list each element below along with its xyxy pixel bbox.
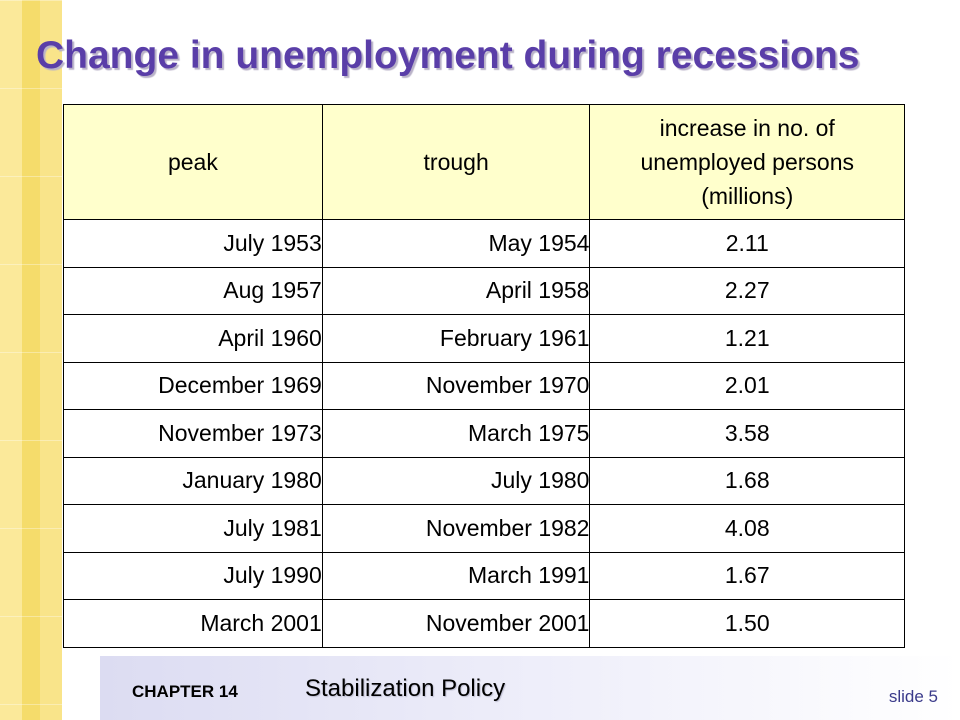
table-header-row: peak trough increase in no. of unemploye… — [63, 104, 905, 220]
cell-trough: April 1958 — [321, 266, 591, 315]
cell-increase: 1.21 — [589, 314, 905, 363]
table-row: July 1981 November 1982 4.08 — [63, 504, 905, 553]
cell-peak: November 1973 — [63, 409, 323, 458]
cell-trough: May 1954 — [321, 219, 591, 268]
cell-peak: January 1980 — [63, 456, 323, 505]
stripe-lines — [0, 0, 62, 720]
table-row: November 1973 March 1975 3.58 — [63, 409, 905, 458]
table-row: July 1990 March 1991 1.67 — [63, 551, 905, 600]
stripe-band — [0, 0, 22, 720]
cell-peak: July 1990 — [63, 551, 323, 600]
table-row: April 1960 February 1961 1.21 — [63, 314, 905, 363]
cell-increase: 2.01 — [589, 361, 905, 410]
stripe-band — [22, 0, 40, 720]
recession-table: peak trough increase in no. of unemploye… — [63, 104, 905, 648]
header-peak: peak — [63, 104, 323, 220]
slide-title: Change in unemployment during recessions — [36, 34, 860, 77]
slide-number: slide 5 — [888, 687, 938, 706]
header-increase-line: (millions) — [701, 183, 794, 209]
table-row: December 1969 November 1970 2.01 — [63, 361, 905, 410]
cell-peak: March 2001 — [63, 599, 323, 648]
cell-increase: 1.50 — [589, 599, 905, 648]
header-trough: trough — [321, 104, 591, 220]
table-row: Aug 1957 April 1958 2.27 — [63, 266, 905, 315]
cell-peak: April 1960 — [63, 314, 323, 363]
cell-increase: 3.58 — [589, 409, 905, 458]
cell-peak: December 1969 — [63, 361, 323, 410]
cell-increase: 1.68 — [589, 456, 905, 505]
cell-trough: July 1980 — [321, 456, 591, 505]
cell-increase: 2.11 — [589, 219, 905, 268]
cell-trough: November 2001 — [321, 599, 591, 648]
cell-increase: 2.27 — [589, 266, 905, 315]
header-increase-line: increase in no. of — [659, 115, 835, 141]
cell-trough: November 1970 — [321, 361, 591, 410]
decorative-left-stripe — [0, 0, 62, 720]
cell-peak: July 1953 — [63, 219, 323, 268]
cell-trough: November 1982 — [321, 504, 591, 553]
stripe-band — [40, 0, 62, 720]
footer-bar — [100, 656, 960, 720]
cell-peak: Aug 1957 — [63, 266, 323, 315]
cell-increase: 1.67 — [589, 551, 905, 600]
table-row: March 2001 November 2001 1.50 — [63, 599, 905, 648]
cell-trough: March 1975 — [321, 409, 591, 458]
cell-peak: July 1981 — [63, 504, 323, 553]
table-row: January 1980 July 1980 1.68 — [63, 456, 905, 505]
chapter-title: Stabilization Policy — [305, 675, 506, 702]
cell-trough: February 1961 — [321, 314, 591, 363]
cell-increase: 4.08 — [589, 504, 905, 553]
chapter-label: CHAPTER 14 — [132, 682, 238, 701]
header-increase: increase in no. of unemployed persons (m… — [589, 104, 905, 220]
header-increase-line: unemployed persons — [640, 149, 854, 175]
table-row: July 1953 May 1954 2.11 — [63, 219, 905, 268]
cell-trough: March 1991 — [321, 551, 591, 600]
